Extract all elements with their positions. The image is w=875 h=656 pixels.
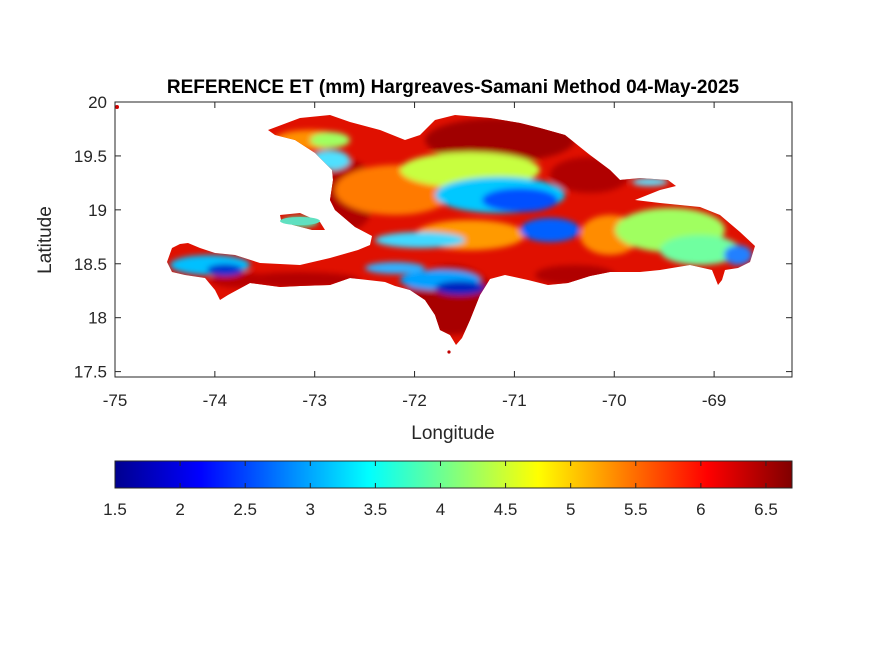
colorbar-tick-label: 2.5 <box>233 500 257 519</box>
y-tick-label: 19.5 <box>74 147 107 166</box>
island-tortuga <box>280 217 320 225</box>
colorbar-tick-label: 2 <box>175 500 184 519</box>
colorbar-tick-label: 5 <box>566 500 575 519</box>
x-tick-label: -71 <box>502 391 527 410</box>
y-tick-label: 18 <box>88 309 107 328</box>
colorbar <box>114 460 793 489</box>
colorbar-tick-label: 4.5 <box>494 500 518 519</box>
x-tick-label: -69 <box>702 391 727 410</box>
colorbar-ticks: 1.5 2 2.5 3 3.5 4 4.5 5 5.5 6 6.5 <box>103 461 778 519</box>
speck-south <box>447 350 451 354</box>
colorbar-tick-label: 3 <box>306 500 315 519</box>
y-tick-label: 19 <box>88 201 107 220</box>
x-axis-ticks: -75 -74 -73 -72 -71 -70 -69 <box>103 102 727 410</box>
x-tick-label: -75 <box>103 391 128 410</box>
speck-north <box>115 105 119 109</box>
colorbar-tick-label: 6 <box>696 500 705 519</box>
x-tick-label: -70 <box>602 391 627 410</box>
y-axis-label: Latitude <box>35 206 56 274</box>
colorbar-tick-label: 5.5 <box>624 500 648 519</box>
y-tick-label: 20 <box>88 93 107 112</box>
y-axis-ticks: 20 19.5 19 18.5 18 17.5 <box>74 93 792 382</box>
y-tick-label: 18.5 <box>74 255 107 274</box>
colorbar-tick-label: 3.5 <box>364 500 388 519</box>
x-tick-label: -74 <box>203 391 228 410</box>
colorbar-tick-label: 4 <box>436 500 445 519</box>
x-axis-label: Longitude <box>411 423 494 444</box>
x-tick-label: -73 <box>302 391 327 410</box>
colorbar-tick-label: 1.5 <box>103 500 127 519</box>
map-title: REFERENCE ET (mm) Hargreaves-Samani Meth… <box>167 77 740 98</box>
y-tick-label: 17.5 <box>74 363 107 382</box>
colorbar-tick-label: 6.5 <box>754 500 778 519</box>
x-tick-label: -72 <box>402 391 427 410</box>
